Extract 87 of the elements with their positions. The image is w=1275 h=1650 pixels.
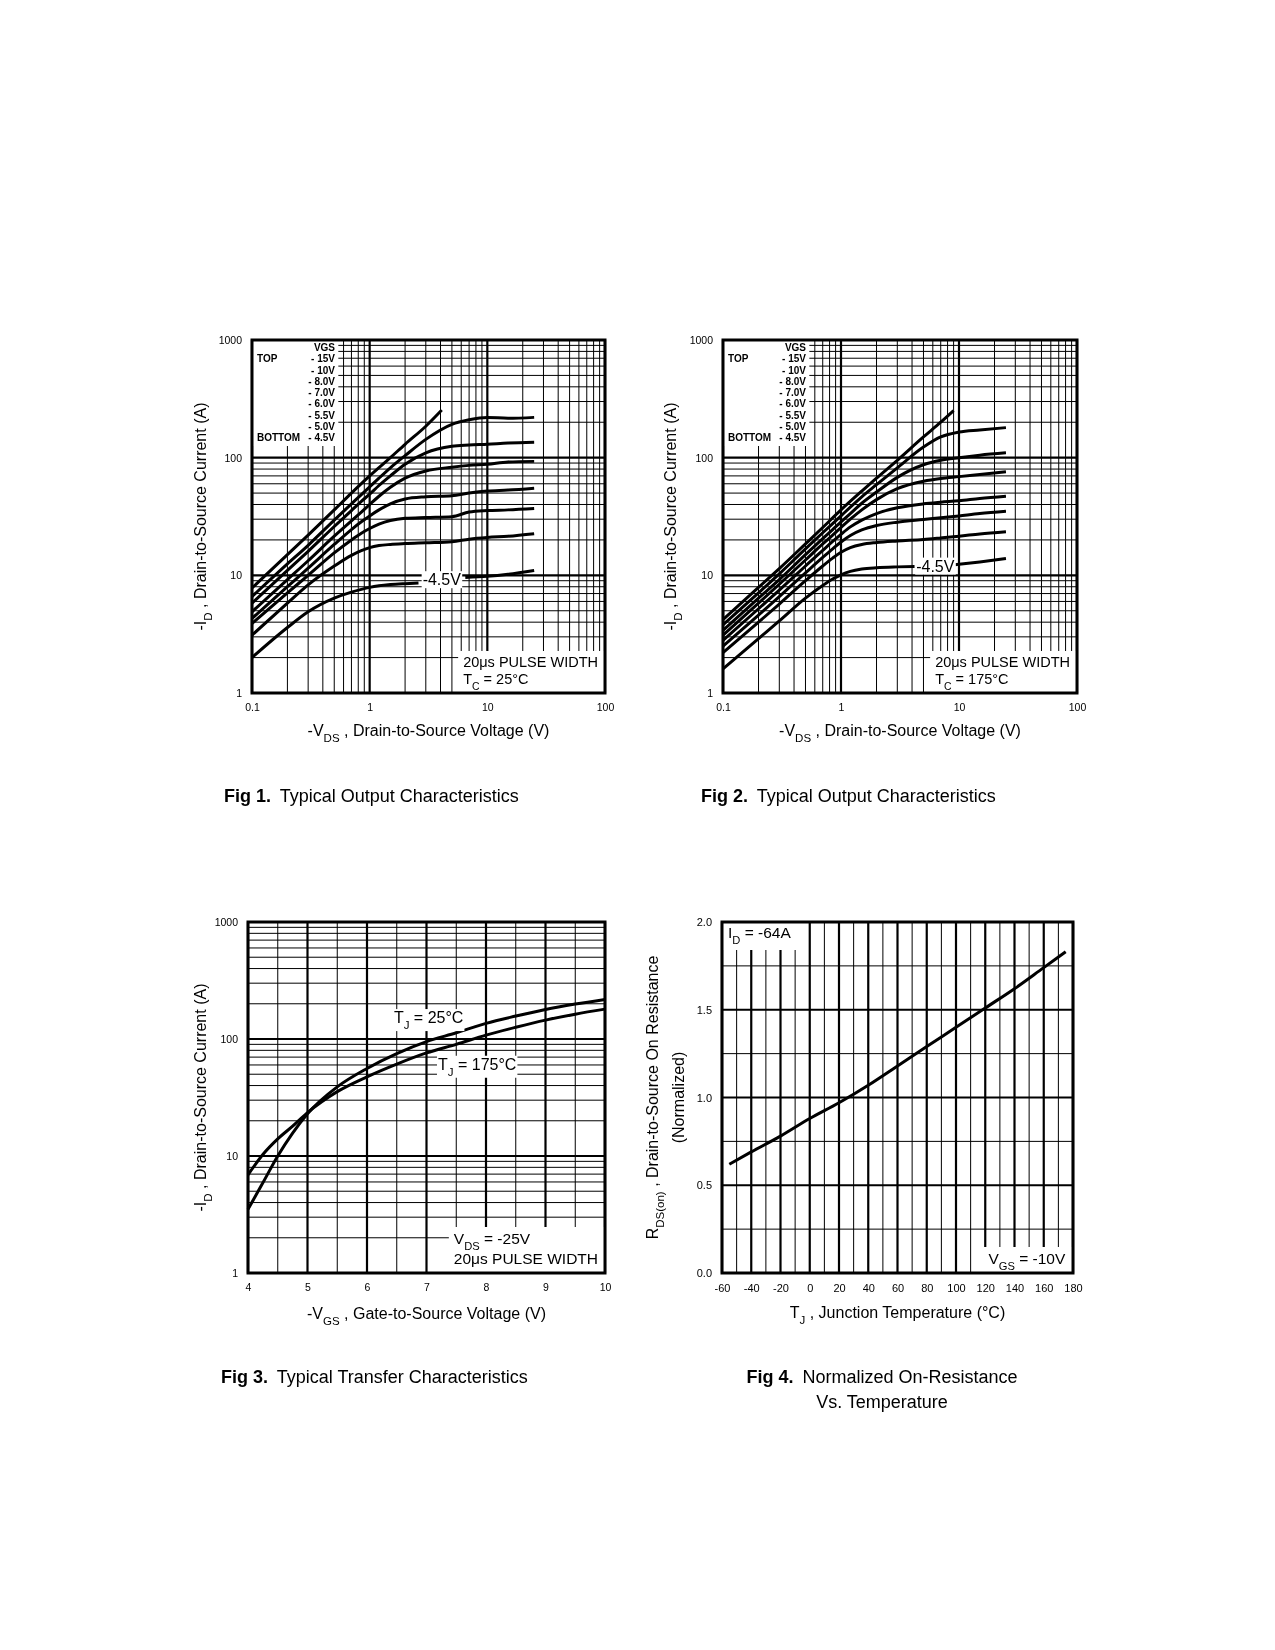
x-tick-label: 10 (953, 701, 966, 714)
annotation: TOP (257, 353, 278, 365)
annotation: I$_{D}$ = -64A (728, 924, 792, 946)
annotation: - 10V (782, 364, 807, 376)
annotation: VGS (313, 342, 336, 353)
x-tick-label: 100 (1068, 701, 1087, 714)
x-tick-label: 140 (1005, 1281, 1025, 1294)
x-tick-label: -60 (714, 1281, 731, 1294)
annotation: - 10V (311, 364, 336, 376)
annotation: - 8.0V (779, 375, 807, 387)
annotation: - 6.0V (779, 398, 807, 410)
x-tick-label: 7 (424, 1281, 431, 1294)
x-tick-label: -40 (743, 1281, 760, 1294)
x-axis-title: -V$_{DS}$ , Drain-to-Source Voltage (V) (779, 722, 1021, 744)
x-tick-label: 6 (364, 1281, 371, 1294)
text: Fig 1. Typical Output Characteristics (224, 786, 519, 806)
x-tick-label: 1 (367, 701, 374, 714)
y-tick-label: 100 (220, 1032, 239, 1045)
annotation: -4.5V (422, 571, 462, 589)
y-tick-label: 1000 (689, 333, 714, 346)
text: Fig 3. Typical Transfer Characteristics (221, 1367, 528, 1387)
annotation: 20μs PULSE WIDTH (463, 654, 598, 670)
annotation: BOTTOM (728, 432, 772, 443)
x-tick-label: 60 (891, 1281, 905, 1294)
y-tick-label: 100 (224, 451, 243, 464)
y-tick-label: 1.0 (696, 1091, 712, 1104)
x-tick-label: 160 (1035, 1281, 1054, 1294)
annotation: - 15V (782, 353, 807, 365)
annotation: TOP (728, 353, 749, 365)
annotation: - 7.0V (779, 387, 807, 398)
x-tick-label: 100 (947, 1281, 966, 1294)
x-axis-title: -V$_{GS}$ , Gate-to-Source Voltage (V) (307, 1305, 546, 1327)
y-tick-label: 10 (230, 569, 243, 582)
annotation: - 5.0V (779, 420, 807, 432)
y-tick-label: 1000 (218, 333, 243, 346)
annotation: - 8.0V (308, 375, 336, 387)
x-tick-label: 10 (481, 701, 494, 714)
x-tick-label: 5 (305, 1281, 312, 1294)
text: Fig 2. Typical Output Characteristics (701, 786, 996, 806)
x-tick-label: 80 (921, 1281, 934, 1294)
x-tick-label: 120 (976, 1281, 995, 1294)
y-tick-label: 1 (232, 1266, 239, 1279)
x-tick-label: -20 (773, 1281, 789, 1294)
x-tick-label: 100 (596, 701, 615, 714)
annotation: 20μs PULSE WIDTH (935, 654, 1070, 670)
annotation: V$_{DS}$ = -25V (453, 1230, 531, 1252)
y-tick-label: 1000 (214, 915, 239, 928)
annotation: - 6.0V (308, 398, 336, 410)
y-tick-label: 2.0 (696, 916, 712, 929)
annotation: - 7.0V (308, 387, 336, 398)
annotation: - 5.5V (308, 409, 336, 421)
annotation: BOTTOM (257, 432, 301, 443)
y-tick-label: 10 (701, 569, 714, 582)
x-tick-label: 40 (862, 1281, 875, 1294)
x-tick-label: 1 (838, 701, 845, 714)
y-tick-label: 0.0 (696, 1267, 712, 1280)
annotation: T$_{C}$ = 175°C (935, 671, 1009, 692)
x-tick-label: 4 (245, 1281, 252, 1294)
x-tick-label: 0.1 (245, 701, 260, 714)
annotation: 20μs PULSE WIDTH (453, 1250, 598, 1267)
annotation: - 5.0V (308, 420, 336, 432)
y-tick-label: 100 (695, 451, 714, 464)
x-tick-label: 0.1 (716, 701, 731, 714)
annotation: - 4.5V (779, 432, 807, 443)
x-axis-title: T$_{J}$ , Junction Temperature (°C) (789, 1304, 1006, 1326)
y-tick-label: 1 (707, 686, 714, 699)
x-tick-label: 8 (483, 1281, 490, 1294)
x-tick-label: 180 (1064, 1281, 1083, 1294)
annotation: - 4.5V (308, 432, 336, 443)
annotation: T$_{J}$ = 25°C (393, 1009, 464, 1032)
annotation: T$_{J}$ = 175°C (437, 1055, 517, 1078)
x-tick-label: 9 (543, 1281, 550, 1294)
y-tick-label: 0.5 (696, 1179, 712, 1192)
y-tick-label: 1.5 (696, 1003, 712, 1016)
annotation: -4.5V (916, 557, 955, 575)
x-tick-label: 0 (807, 1281, 814, 1294)
annotation: V$_{GS}$ = -10V (988, 1250, 1066, 1272)
annotation: T$_{C}$ = 25°C (463, 671, 529, 692)
annotation: VGS (784, 342, 807, 353)
y-tick-label: 1 (236, 686, 243, 699)
y-tick-label: 10 (226, 1149, 239, 1162)
x-tick-label: 20 (833, 1281, 846, 1294)
text: Fig 4. Normalized On-Resistance Vs. Temperature (746, 1367, 1018, 1412)
x-tick-label: 10 (599, 1281, 612, 1294)
annotation: - 15V (311, 353, 336, 365)
annotation: - 5.5V (779, 409, 807, 421)
x-axis-title: -V$_{DS}$ , Drain-to-Source Voltage (V) (307, 722, 550, 744)
